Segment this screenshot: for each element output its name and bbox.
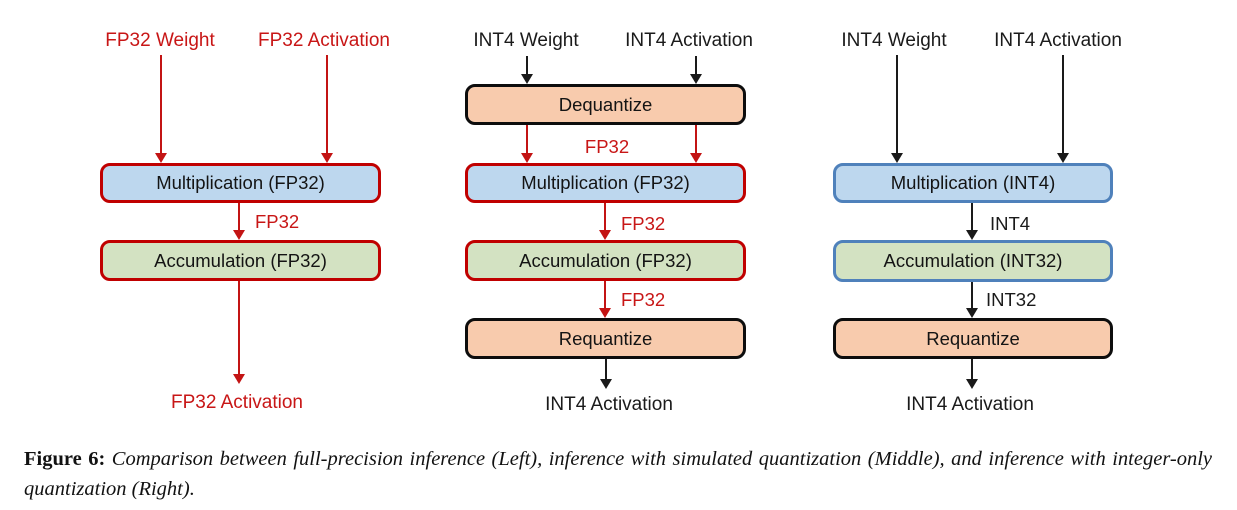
figure-caption: Figure 6: Comparison between full-precis… bbox=[24, 444, 1212, 504]
right-edge-label-int32: INT32 bbox=[986, 289, 1037, 310]
middle-edge-label-fp32-dequant: FP32 bbox=[584, 136, 630, 157]
left-input-fp32-weight-label: FP32 Weight bbox=[105, 30, 215, 51]
right-input-int4-activation-label: INT4 Activation bbox=[994, 30, 1122, 51]
right-arrow-activation-to-multiplication bbox=[1057, 55, 1069, 163]
middle-arrow-accumulation-to-requantize bbox=[599, 281, 611, 318]
left-accumulation-box: Accumulation (FP32) bbox=[100, 240, 381, 281]
left-arrow-weight-to-multiplication bbox=[155, 55, 167, 163]
caption-figure-number: Figure 6: bbox=[24, 448, 106, 470]
left-input-fp32-activation-label: FP32 Activation bbox=[257, 30, 391, 51]
middle-input-int4-weight-label: INT4 Weight bbox=[473, 30, 579, 51]
middle-arrow-multiplication-to-accumulation bbox=[599, 203, 611, 240]
middle-arrow-activation-to-dequantize bbox=[690, 56, 702, 84]
right-arrow-requantize-to-output bbox=[966, 359, 978, 389]
right-arrow-weight-to-multiplication bbox=[891, 55, 903, 163]
right-requantize-box: Requantize bbox=[833, 318, 1113, 359]
middle-arrow-dequantize-to-multiplication-right bbox=[690, 125, 702, 163]
right-output-int4-activation-label: INT4 Activation bbox=[906, 394, 1034, 415]
left-output-fp32-activation-label: FP32 Activation bbox=[170, 392, 304, 413]
middle-arrow-weight-to-dequantize bbox=[521, 56, 533, 84]
middle-edge-label-fp32-accum: FP32 bbox=[621, 289, 666, 310]
middle-edge-label-fp32-mult: FP32 bbox=[621, 213, 666, 234]
right-multiplication-box: Multiplication (INT4) bbox=[833, 163, 1113, 203]
middle-accumulation-box: Accumulation (FP32) bbox=[465, 240, 746, 281]
middle-arrow-dequantize-to-multiplication-left bbox=[521, 125, 533, 163]
left-arrow-activation-to-multiplication bbox=[321, 55, 333, 163]
middle-requantize-box: Requantize bbox=[465, 318, 746, 359]
right-arrow-multiplication-to-accumulation bbox=[966, 203, 978, 240]
left-edge-label-fp32: FP32 bbox=[255, 211, 300, 232]
middle-multiplication-box: Multiplication (FP32) bbox=[465, 163, 746, 203]
middle-arrow-requantize-to-output bbox=[600, 359, 612, 389]
right-input-int4-weight-label: INT4 Weight bbox=[841, 30, 947, 51]
right-edge-label-int4: INT4 bbox=[990, 213, 1031, 234]
left-multiplication-box: Multiplication (FP32) bbox=[100, 163, 381, 203]
caption-text: Comparison between full-precision infere… bbox=[24, 448, 1213, 500]
middle-input-int4-activation-label: INT4 Activation bbox=[625, 30, 753, 51]
left-arrow-accumulation-to-output bbox=[233, 281, 245, 384]
right-accumulation-box: Accumulation (INT32) bbox=[833, 240, 1113, 282]
middle-output-int4-activation-label: INT4 Activation bbox=[545, 394, 673, 415]
right-arrow-accumulation-to-requantize bbox=[966, 282, 978, 318]
left-arrow-multiplication-to-accumulation bbox=[233, 203, 245, 240]
middle-dequantize-box: Dequantize bbox=[465, 84, 746, 125]
